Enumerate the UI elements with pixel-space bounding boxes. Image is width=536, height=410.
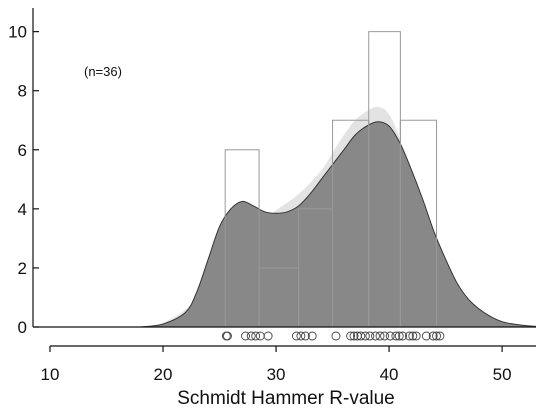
rug-point-3 <box>241 331 250 341</box>
rug-point-2 <box>222 331 232 341</box>
rug-point-11 <box>307 331 317 341</box>
x-axis-title: Schmidt Hammer R-value <box>177 388 395 409</box>
y-tick-label-6: 6 <box>18 141 27 160</box>
rug-point-23 <box>391 331 401 341</box>
rug-points-layer <box>221 331 445 341</box>
rug-point-22 <box>385 331 395 341</box>
rug-point-27 <box>408 331 418 341</box>
x-tick-label-40: 40 <box>380 365 399 384</box>
rug-point-10 <box>300 331 310 341</box>
y-tick-label-10: 10 <box>8 23 27 42</box>
rug-point-19 <box>371 331 380 341</box>
x-tick-label-20: 20 <box>154 365 173 384</box>
y-tick-label-2: 2 <box>18 259 27 278</box>
x-tick-label-50: 50 <box>493 365 512 384</box>
rug-point-14 <box>349 331 359 341</box>
rug-point-26 <box>404 331 414 341</box>
rug-point-32 <box>435 331 445 341</box>
rug-point-5 <box>251 331 261 341</box>
rug-point-4 <box>246 331 256 341</box>
x-tick-label-10: 10 <box>41 365 60 384</box>
rug-point-17 <box>360 331 370 341</box>
rug-point-29 <box>421 331 431 341</box>
axes-layer <box>32 8 536 347</box>
rug-point-31 <box>432 331 441 341</box>
y-tick-label-0: 0 <box>18 318 27 337</box>
rug-point-25 <box>398 331 408 341</box>
rug-point-30 <box>428 331 438 341</box>
sample-size-annotation: (n=36) <box>84 64 122 79</box>
rug-point-28 <box>411 331 421 341</box>
rug-point-7 <box>263 331 273 341</box>
y-tick-label-8: 8 <box>18 82 27 101</box>
rug-point-18 <box>365 331 375 341</box>
x-tick-label-30: 30 <box>267 365 286 384</box>
rug-point-24 <box>394 331 404 341</box>
rug-point-13 <box>346 331 356 341</box>
y-tick-label-4: 4 <box>18 200 27 219</box>
ticks-layer: 0 2 4 6 8 10 10 20 30 40 50 <box>8 23 511 384</box>
rug-point-12 <box>331 331 341 341</box>
rug-point-8 <box>291 331 301 341</box>
rug-point-9 <box>296 331 306 341</box>
rug-point-20 <box>375 331 385 341</box>
rug-point-6 <box>255 331 265 341</box>
rug-point-16 <box>356 331 366 341</box>
rug-point-21 <box>380 331 389 341</box>
